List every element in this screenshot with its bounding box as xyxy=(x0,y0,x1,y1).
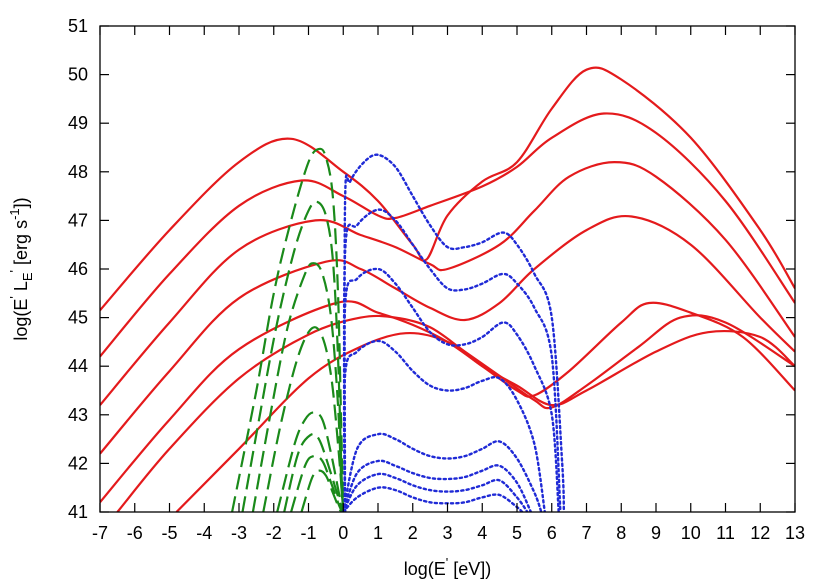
x-tick-label: 10 xyxy=(681,523,701,543)
x-tick-label: -1 xyxy=(300,523,316,543)
y-tick-label: 43 xyxy=(68,405,88,425)
green-dashed-series-14 xyxy=(300,469,344,512)
y-tick-label: 41 xyxy=(68,502,88,522)
y-tick-label: 46 xyxy=(68,259,88,279)
red-solid-series-2 xyxy=(100,161,795,406)
x-tick-label: -2 xyxy=(266,523,282,543)
green-dashed-series-8 xyxy=(241,200,345,512)
green-dashed-series-10 xyxy=(262,326,345,512)
x-tick-label: 13 xyxy=(785,523,805,543)
red-solid-series-5 xyxy=(116,314,795,512)
y-tick-label: 48 xyxy=(68,162,88,182)
red-solid-series-6 xyxy=(175,330,795,512)
series-layer xyxy=(100,66,795,512)
x-tick-label: -5 xyxy=(161,523,177,543)
green-dashed-series-13 xyxy=(290,454,345,512)
y-tick-label: 47 xyxy=(68,210,88,230)
green-dashed-series-11 xyxy=(276,411,345,512)
blue-dotted-series-17 xyxy=(342,267,560,512)
y-tick-label: 51 xyxy=(68,16,88,36)
blue-dotted-series-22 xyxy=(342,486,524,512)
x-tick-label: 4 xyxy=(477,523,487,543)
y-axis: 41 42 43 44 45 46 47 48 49 50 51 xyxy=(68,16,795,522)
red-solid-series-1 xyxy=(100,112,795,358)
red-solid-series-0 xyxy=(100,66,795,312)
blue-dotted-series-15 xyxy=(343,153,566,512)
y-tick-label: 49 xyxy=(68,113,88,133)
x-tick-label: -3 xyxy=(231,523,247,543)
x-tick-label: -7 xyxy=(92,523,108,543)
y-tick-label: 50 xyxy=(68,65,88,85)
green-dashed-series-9 xyxy=(251,262,345,512)
x-tick-label: 0 xyxy=(338,523,348,543)
y-axis-label: log(E'​ LE'​ [erg s-1​]) xyxy=(7,197,35,340)
x-axis: -7 -6 -5 -4 -3 -2 -1 0 1 2 3 4 5 6 7 8 9 10 11 12 13 xyxy=(92,26,805,543)
blue-dotted-series-19 xyxy=(342,432,543,512)
y-tick-label: 45 xyxy=(68,308,88,328)
x-tick-label: 3 xyxy=(442,523,452,543)
red-solid-series-3 xyxy=(100,214,795,455)
x-tick-label: -4 xyxy=(196,523,212,543)
x-tick-label: 7 xyxy=(581,523,591,543)
x-tick-label: 12 xyxy=(750,523,770,543)
y-tick-label: 44 xyxy=(68,356,88,376)
y-tick-label: 42 xyxy=(68,453,88,473)
green-dashed-series-7 xyxy=(231,147,345,512)
blue-dotted-series-16 xyxy=(342,208,562,512)
x-tick-label: 5 xyxy=(512,523,522,543)
blue-dotted-series-20 xyxy=(342,459,533,512)
x-axis-label: log(E'​ [eV]) xyxy=(404,555,492,579)
x-tick-label: 9 xyxy=(651,523,661,543)
blue-dotted-series-18 xyxy=(342,339,546,512)
x-tick-label: 8 xyxy=(616,523,626,543)
green-dashed-series-12 xyxy=(283,432,345,512)
x-tick-label: 11 xyxy=(716,523,735,543)
blue-dotted-series-21 xyxy=(342,472,529,512)
x-tick-label: 2 xyxy=(408,523,418,543)
x-tick-label: 1 xyxy=(373,523,383,543)
x-tick-label: -6 xyxy=(127,523,143,543)
x-tick-label: 6 xyxy=(547,523,557,543)
